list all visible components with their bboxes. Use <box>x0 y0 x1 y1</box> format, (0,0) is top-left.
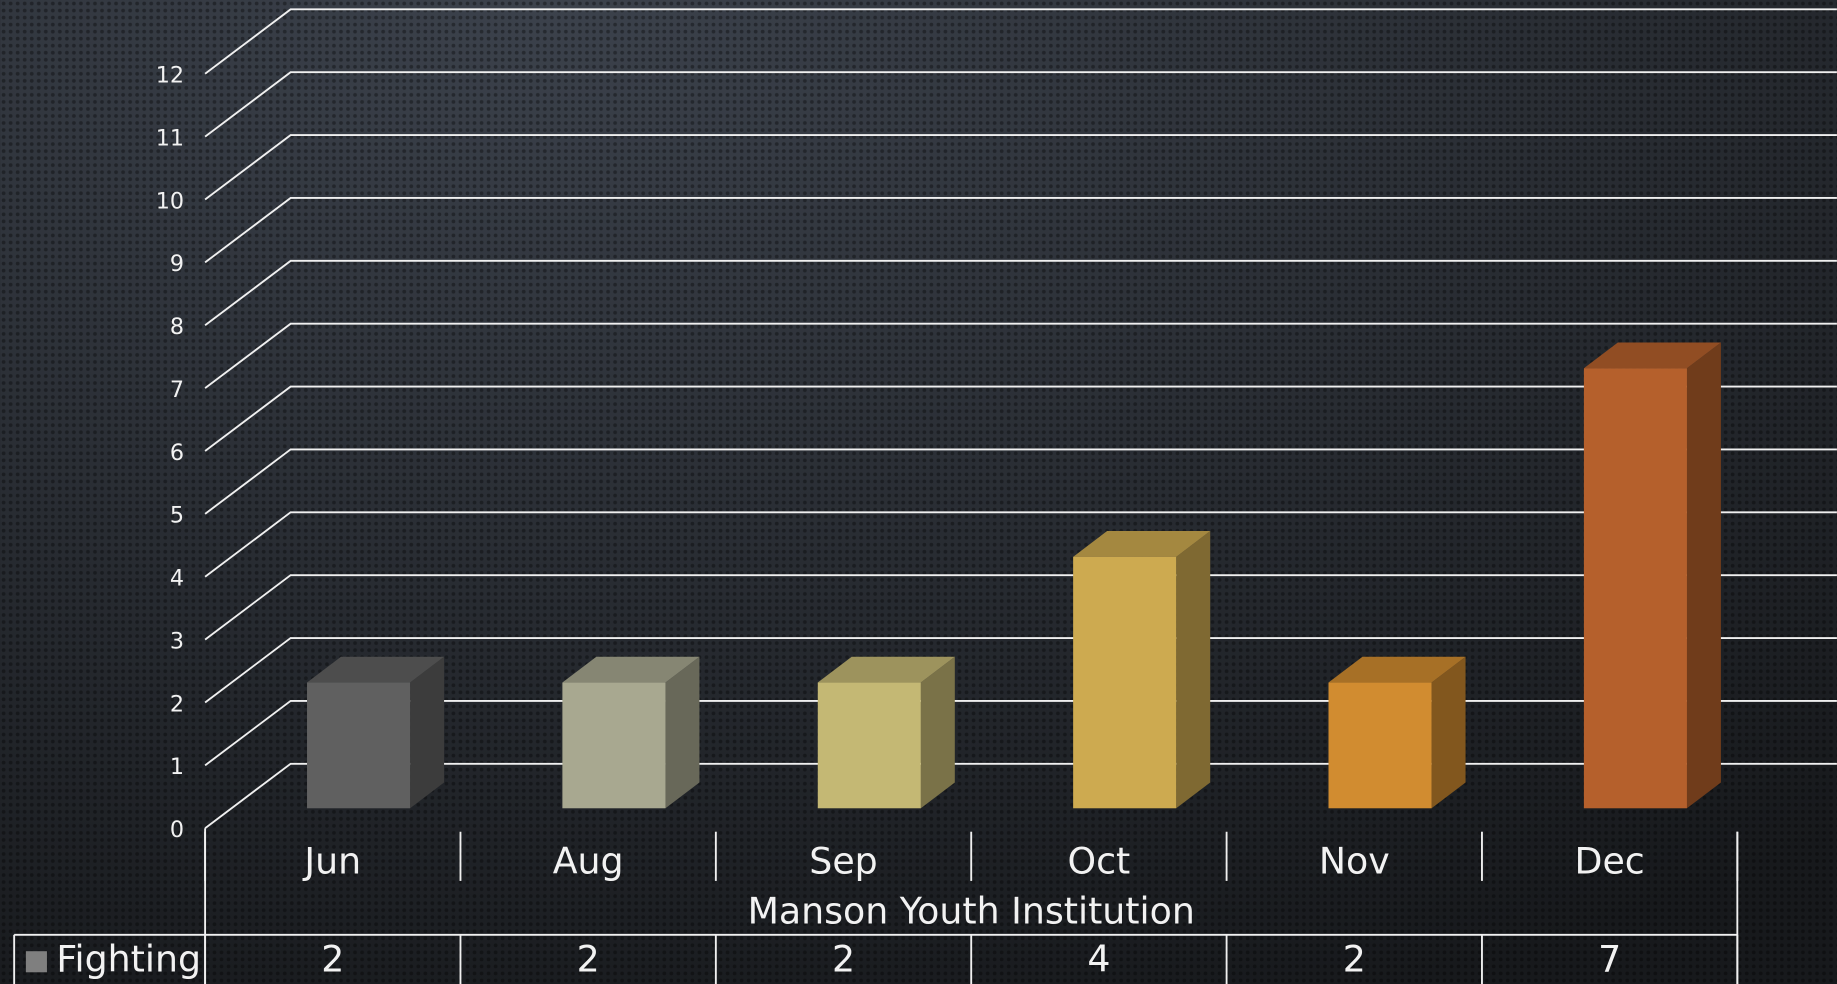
bar <box>817 682 921 809</box>
legend-label: Fighting <box>56 938 201 981</box>
y-tick-label: 7 <box>170 377 184 403</box>
table-value: 2 <box>321 938 344 981</box>
x-tick-label: Nov <box>1319 839 1390 882</box>
bar-side <box>1686 342 1721 809</box>
grid-line <box>204 259 1837 327</box>
bar <box>1073 556 1177 809</box>
plot: 0123456789101112Jun2Aug2Sep2Oct4Nov2Dec7… <box>13 8 1837 984</box>
grid-line <box>204 699 1837 767</box>
y-tick-label: 10 <box>156 188 184 214</box>
bar <box>307 682 411 809</box>
group-label: Manson Youth Institution <box>748 890 1195 933</box>
table-value: 7 <box>1598 938 1621 981</box>
table-value: 2 <box>1343 938 1366 981</box>
bar-top <box>562 656 700 683</box>
bar-side <box>920 656 955 809</box>
grid-line <box>204 511 1837 578</box>
y-tick-label: 6 <box>170 440 184 466</box>
x-tick-label: Aug <box>553 839 624 882</box>
grid-line <box>204 762 1837 829</box>
grid-line <box>204 574 1837 641</box>
y-tick-label: 0 <box>170 817 184 843</box>
grid-line <box>204 385 1837 452</box>
y-tick-label: 9 <box>170 251 184 277</box>
x-tick-label: Dec <box>1575 839 1645 882</box>
bar-top <box>1583 342 1721 369</box>
grid-line <box>204 197 1837 264</box>
y-tick-label: 4 <box>170 566 184 592</box>
y-tick-label: 1 <box>170 754 184 780</box>
y-tick-label: 3 <box>170 628 184 654</box>
bar-side <box>410 656 445 809</box>
bar-side <box>1176 531 1211 809</box>
y-tick-label: 8 <box>170 314 184 340</box>
bar <box>1583 368 1687 809</box>
x-tick-label: Jun <box>302 839 361 882</box>
bar-side <box>665 656 700 809</box>
table-value: 2 <box>832 938 855 981</box>
bar <box>1328 682 1432 809</box>
bar-side <box>1431 656 1466 809</box>
table-value: 2 <box>577 938 600 981</box>
x-tick-label: Oct <box>1068 839 1131 882</box>
grid-line <box>204 8 1837 75</box>
table-value: 4 <box>1087 938 1110 981</box>
bar-top <box>817 656 955 683</box>
legend-key <box>25 951 47 973</box>
bar-top <box>307 656 445 683</box>
grid-line <box>204 448 1837 515</box>
grid-line <box>204 71 1837 138</box>
y-tick-label: 11 <box>156 126 184 152</box>
bar <box>562 682 666 809</box>
grid-line <box>204 322 1837 389</box>
y-tick-label: 2 <box>170 691 184 717</box>
bar-top <box>1328 656 1466 683</box>
grid-line <box>204 134 1837 201</box>
grid-line <box>204 637 1837 704</box>
bar-top <box>1073 531 1211 557</box>
x-tick-label: Sep <box>809 839 877 882</box>
y-tick-label: 12 <box>156 63 184 89</box>
y-tick-label: 5 <box>170 503 184 529</box>
